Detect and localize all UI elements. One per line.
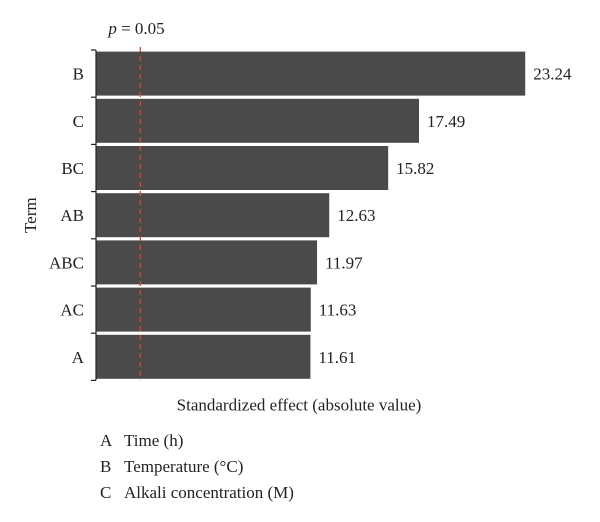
bar-bc (96, 146, 389, 190)
legend-label: Alkali concentration (M) (124, 483, 294, 502)
y-tick-label: AB (60, 206, 84, 225)
bars: 23.24 17.49 15.82 12.63 11.97 11.63 11.61 (96, 51, 572, 379)
legend-label: Time (h) (124, 431, 184, 450)
threshold-var: p (107, 19, 117, 38)
y-tick-label: ABC (49, 253, 84, 272)
legend-item: C Alkali concentration (M) (100, 480, 294, 506)
bar-c (96, 98, 420, 143)
bar-a (96, 334, 311, 379)
bar-value-label: 11.61 (318, 348, 356, 367)
bar-ab (96, 193, 330, 238)
bar-value-label: 11.63 (319, 301, 357, 320)
factor-legend: A Time (h) B Temperature (°C) C Alkali c… (100, 428, 294, 506)
y-tick-label: A (72, 348, 85, 367)
y-axis-label: Term (21, 197, 40, 233)
legend-label: Temperature (°C) (124, 457, 244, 476)
bar-abc (96, 240, 318, 285)
bar-b (96, 51, 526, 96)
bar-value-label: 23.24 (533, 65, 572, 84)
legend-key: B (100, 457, 112, 476)
legend-key: C (100, 483, 112, 502)
threshold-label: p = 0.05 (107, 19, 164, 38)
legend-key: A (100, 431, 113, 450)
y-tick-label: AC (60, 301, 84, 320)
y-tick-label: B (73, 65, 84, 84)
y-tick-label: C (73, 112, 84, 131)
bar-value-label: 12.63 (337, 206, 375, 225)
legend-item: B Temperature (°C) (100, 454, 294, 480)
bar-ac (96, 287, 311, 332)
threshold-rest: = 0.05 (117, 19, 165, 38)
bar-value-label: 11.97 (325, 253, 363, 272)
legend-item: A Time (h) (100, 428, 294, 454)
x-axis-label: Standardized effect (absolute value) (177, 395, 422, 414)
bar-value-label: 15.82 (396, 159, 434, 178)
y-tick-label: BC (61, 159, 84, 178)
bar-value-label: 17.49 (427, 112, 465, 131)
